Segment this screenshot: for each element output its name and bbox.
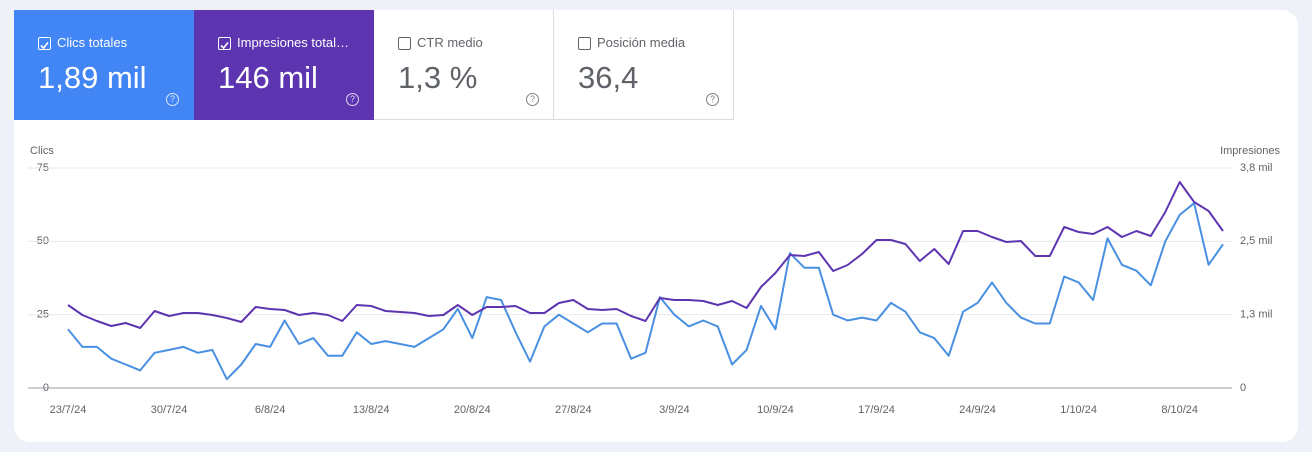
metric-value: 1,3 % [398, 60, 478, 95]
y2-tick-label: 2,5 mil [1240, 235, 1272, 247]
x-tick-label: 17/9/24 [858, 404, 895, 416]
help-icon[interactable]: ? [706, 93, 719, 106]
metric-card[interactable]: CTR medio 1,3 %? [374, 10, 554, 120]
x-tick-label: 30/7/24 [151, 404, 188, 416]
checkbox[interactable] [218, 37, 231, 50]
performance-panel: Clics totales 1,89 mil? Impresiones total…… [14, 10, 1298, 442]
y2-tick-label: 1,3 mil [1240, 309, 1272, 321]
y2-tick-label: 3,8 mil [1240, 162, 1272, 174]
metric-value: 36,4 [578, 60, 639, 95]
y2-tick-label: 0 [1240, 382, 1246, 394]
checkbox[interactable] [398, 37, 411, 50]
x-tick-label: 20/8/24 [454, 404, 491, 416]
metric-label: CTR medio [417, 35, 483, 50]
metric-value: 146 mil [218, 60, 318, 95]
checkbox[interactable] [38, 37, 51, 50]
x-tick-label: 3/9/24 [659, 404, 690, 416]
x-tick-label: 6/8/24 [255, 404, 286, 416]
metric-card[interactable]: Impresiones total… 146 mil? [194, 10, 374, 120]
checkbox[interactable] [578, 37, 591, 50]
help-icon[interactable]: ? [526, 93, 539, 106]
x-tick-label: 23/7/24 [50, 404, 87, 416]
metric-label: Posición media [597, 35, 686, 50]
check-mark [220, 41, 229, 50]
series-line [67, 181, 1224, 329]
metric-card[interactable]: Clics totales 1,89 mil? [14, 10, 194, 120]
metric-label: Impresiones total… [237, 35, 349, 50]
check-mark [40, 41, 49, 50]
x-tick-label: 13/8/24 [353, 404, 390, 416]
x-tick-label: 1/10/24 [1060, 404, 1097, 416]
metric-label: Clics totales [57, 35, 128, 50]
metric-value: 1,89 mil [38, 60, 147, 95]
x-tick-label: 24/9/24 [959, 404, 996, 416]
series-line [67, 202, 1224, 381]
metric-card[interactable]: Posición media 36,4? [554, 10, 734, 120]
y2-axis-title: Impresiones [1220, 145, 1280, 157]
x-tick-label: 8/10/24 [1161, 404, 1198, 416]
metric-cards: Clics totales 1,89 mil? Impresiones total…… [14, 10, 734, 120]
help-icon[interactable]: ? [346, 93, 359, 106]
help-icon[interactable]: ? [166, 93, 179, 106]
y-axis-title: Clics [30, 145, 54, 157]
x-tick-label: 10/9/24 [757, 404, 794, 416]
x-tick-label: 27/8/24 [555, 404, 592, 416]
